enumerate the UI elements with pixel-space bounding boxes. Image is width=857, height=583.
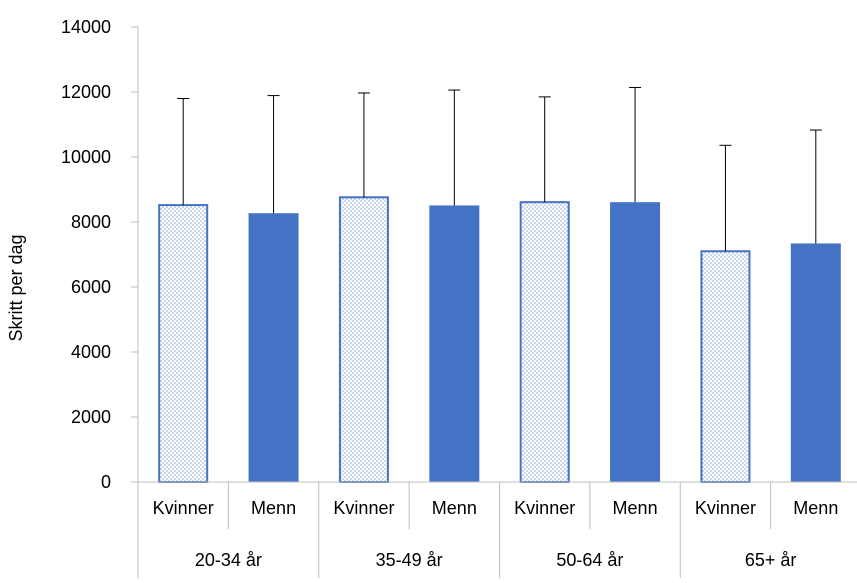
y-axis-ticks: 0 2000 4000 6000 8000 10000 12000 14000 bbox=[61, 17, 138, 492]
bar-menn bbox=[249, 213, 299, 482]
category-label: Menn bbox=[613, 498, 658, 518]
y-tick-label: 8000 bbox=[71, 212, 111, 232]
bar-kvinner bbox=[340, 197, 388, 482]
category-label: Menn bbox=[251, 498, 296, 518]
category-label: Kvinner bbox=[695, 498, 756, 518]
y-tick-label: 10000 bbox=[61, 147, 111, 167]
category-label: Kvinner bbox=[333, 498, 394, 518]
bar-kvinner bbox=[521, 202, 569, 482]
x-axis-labels: Kvinner Menn Kvinner Menn Kvinner Menn Kvinner… bbox=[153, 498, 839, 570]
group-label: 50-64 år bbox=[556, 550, 623, 570]
category-label: Kvinner bbox=[514, 498, 575, 518]
category-label: Menn bbox=[432, 498, 477, 518]
y-tick-label: 2000 bbox=[71, 407, 111, 427]
category-label: Menn bbox=[793, 498, 838, 518]
bars bbox=[159, 197, 841, 482]
group-label: 20-34 år bbox=[195, 550, 262, 570]
bar-menn bbox=[610, 202, 660, 482]
bar-kvinner bbox=[159, 205, 207, 482]
bar-kvinner bbox=[701, 251, 749, 482]
y-tick-label: 14000 bbox=[61, 17, 111, 37]
y-tick-label: 6000 bbox=[71, 277, 111, 297]
group-label: 35-49 år bbox=[376, 550, 443, 570]
y-axis-title: Skritt per dag bbox=[6, 234, 26, 341]
bar-menn bbox=[429, 205, 479, 482]
y-tick-label: 0 bbox=[101, 472, 111, 492]
y-tick-label: 4000 bbox=[71, 342, 111, 362]
bar-menn bbox=[791, 243, 841, 482]
y-tick-label: 12000 bbox=[61, 82, 111, 102]
group-label: 65+ år bbox=[745, 550, 797, 570]
category-label: Kvinner bbox=[153, 498, 214, 518]
